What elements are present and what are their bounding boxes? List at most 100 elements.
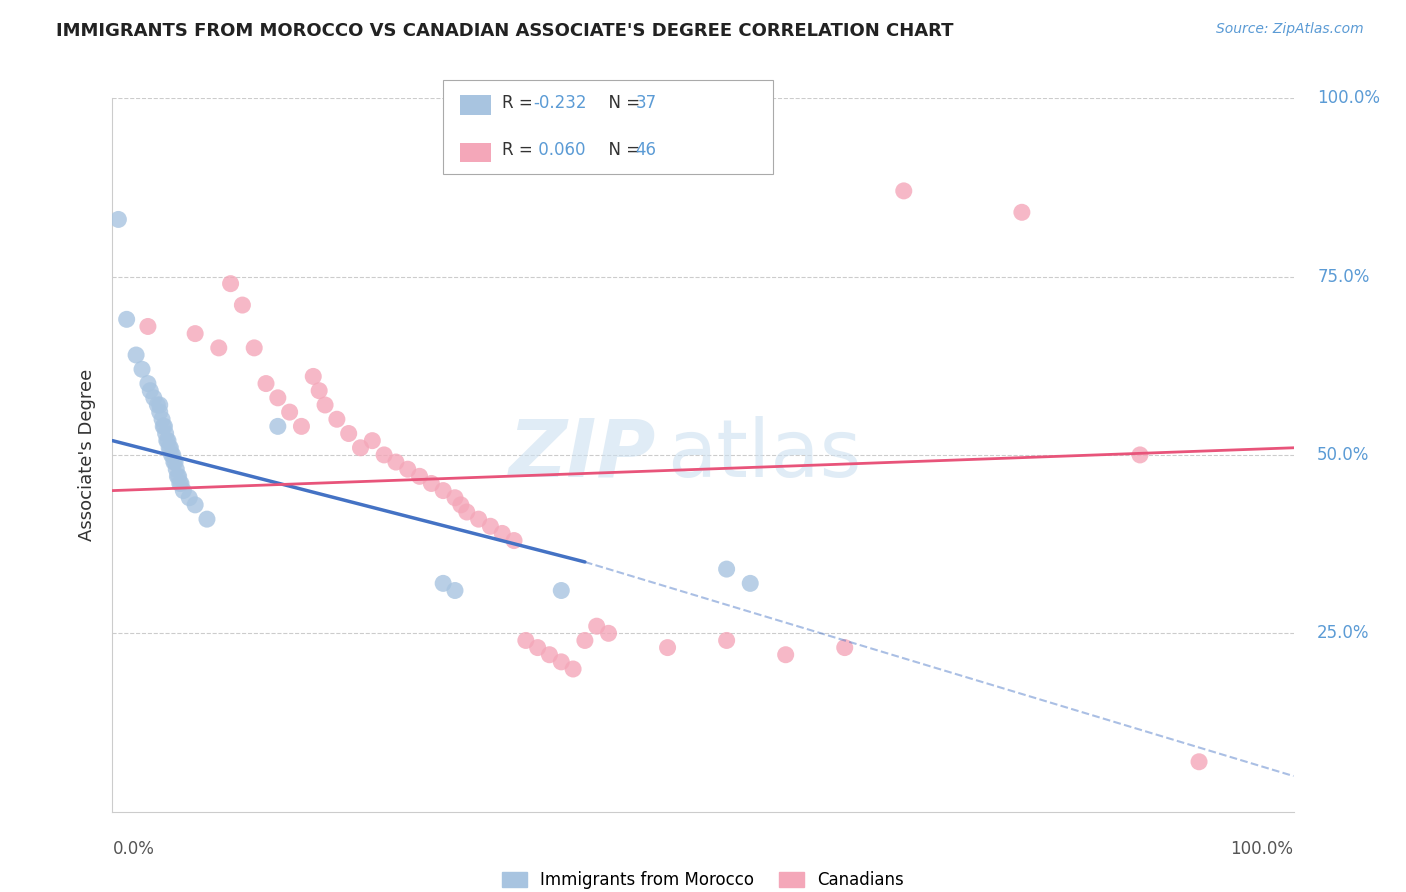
Point (153, 419, 176, 434)
Text: N =: N = (598, 94, 645, 112)
Point (278, 405, 301, 419)
Text: R =: R = (502, 141, 538, 159)
Point (834, 640, 856, 655)
Text: atlas: atlas (668, 416, 862, 494)
Text: 0.060: 0.060 (533, 141, 585, 159)
Point (136, 319, 159, 334)
Text: Source: ZipAtlas.com: Source: ZipAtlas.com (1216, 22, 1364, 37)
Point (326, 412, 349, 426)
Point (385, 455, 408, 469)
Point (1188, 755, 1211, 769)
Point (162, 448, 184, 462)
Point (160, 448, 183, 462)
Point (172, 483, 194, 498)
Point (585, 619, 607, 633)
Point (149, 405, 172, 419)
Point (302, 369, 325, 384)
Point (450, 498, 472, 512)
Point (219, 277, 242, 291)
Legend: Immigrants from Morocco, Canadians: Immigrants from Morocco, Canadians (502, 871, 904, 889)
Point (208, 341, 231, 355)
Text: 37: 37 (636, 94, 657, 112)
Point (420, 476, 443, 491)
Point (149, 398, 172, 412)
Point (432, 576, 454, 591)
Point (290, 419, 312, 434)
Point (444, 491, 467, 505)
Point (243, 341, 266, 355)
Point (574, 633, 596, 648)
Point (598, 626, 620, 640)
Point (308, 384, 330, 398)
Point (156, 434, 179, 448)
Point (131, 362, 153, 376)
Text: IMMIGRANTS FROM MOROCCO VS CANADIAN ASSOCIATE'S DEGREE CORRELATION CHART: IMMIGRANTS FROM MOROCCO VS CANADIAN ASSO… (56, 22, 953, 40)
Point (716, 562, 738, 576)
Point (155, 426, 177, 441)
Text: 46: 46 (636, 141, 657, 159)
Point (150, 412, 173, 426)
Point (165, 462, 187, 476)
Text: 75.0%: 75.0% (1317, 268, 1369, 285)
Point (159, 441, 181, 455)
Point (775, 648, 797, 662)
Point (550, 583, 572, 598)
Point (349, 441, 371, 455)
Point (467, 512, 489, 526)
Point (432, 483, 454, 498)
Text: -0.232: -0.232 (533, 94, 586, 112)
Point (195, 512, 218, 526)
Point (179, 491, 201, 505)
Point (526, 640, 548, 655)
Point (125, 348, 148, 362)
Text: 50.0%: 50.0% (1317, 446, 1369, 464)
Point (163, 455, 186, 469)
Point (893, 184, 915, 198)
Point (456, 505, 478, 519)
Text: 100.0%: 100.0% (1230, 840, 1294, 858)
Point (152, 419, 174, 434)
Point (115, 312, 138, 326)
Point (373, 448, 395, 462)
Point (491, 526, 513, 541)
Point (538, 648, 561, 662)
Point (444, 583, 467, 598)
Point (169, 476, 191, 491)
Point (156, 434, 179, 448)
Point (267, 419, 290, 434)
Point (136, 376, 159, 391)
Point (1011, 205, 1033, 219)
Y-axis label: Associate's Degree: Associate's Degree (77, 368, 96, 541)
Point (479, 519, 502, 533)
Point (550, 655, 572, 669)
Point (167, 469, 190, 483)
Point (231, 298, 253, 312)
Point (142, 391, 165, 405)
Point (146, 398, 169, 412)
Point (361, 434, 384, 448)
Point (337, 426, 360, 441)
Point (562, 662, 585, 676)
Point (1129, 448, 1152, 462)
Point (503, 533, 526, 548)
Point (165, 455, 187, 469)
Point (716, 633, 738, 648)
Point (408, 469, 430, 483)
Point (740, 576, 762, 591)
Point (314, 398, 336, 412)
Text: 100.0%: 100.0% (1317, 89, 1381, 107)
Text: 0.0%: 0.0% (112, 840, 155, 858)
Point (657, 640, 679, 655)
Point (184, 498, 207, 512)
Point (254, 376, 277, 391)
Point (396, 462, 419, 476)
Point (170, 476, 193, 491)
Text: 25.0%: 25.0% (1317, 624, 1369, 642)
Point (267, 391, 290, 405)
Point (157, 441, 180, 455)
Point (166, 469, 188, 483)
Text: ZIP: ZIP (509, 416, 655, 494)
Point (184, 326, 207, 341)
Text: R =: R = (502, 94, 538, 112)
Point (515, 633, 537, 648)
